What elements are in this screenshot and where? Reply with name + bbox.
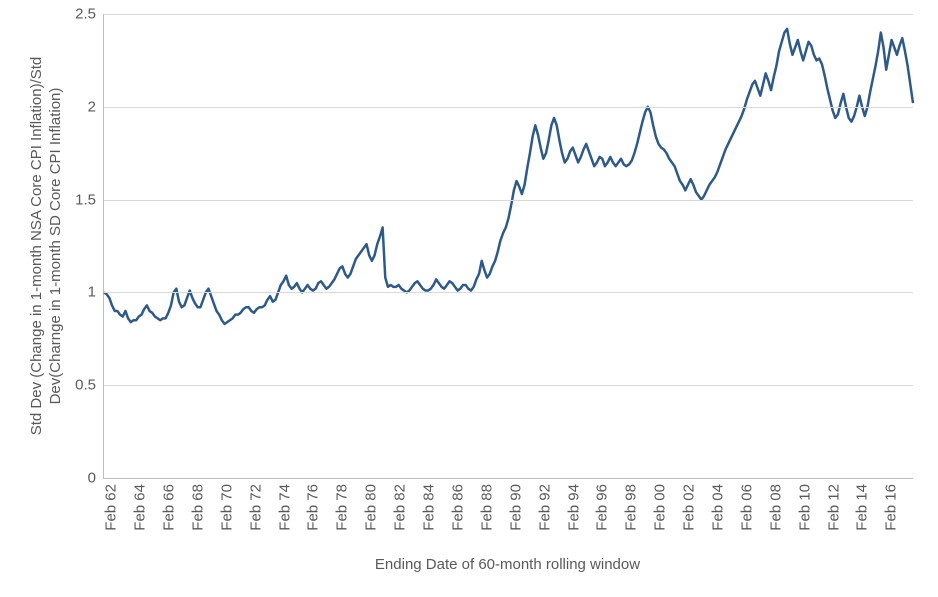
x-tick-label: Feb 04 bbox=[709, 484, 726, 531]
gridline bbox=[104, 292, 913, 293]
line-series-svg bbox=[104, 14, 913, 478]
x-tick-label: Feb 74 bbox=[276, 484, 293, 531]
x-tick-label: Feb 12 bbox=[825, 484, 842, 531]
x-tick-label: Feb 88 bbox=[478, 484, 495, 531]
x-tick-label: Feb 14 bbox=[854, 484, 871, 531]
x-tick-label: Feb 96 bbox=[594, 484, 611, 531]
x-tick-label: Feb 84 bbox=[421, 484, 438, 531]
gridline bbox=[104, 107, 913, 108]
y-tick-label: 1 bbox=[88, 284, 96, 301]
x-tick-label: Feb 00 bbox=[652, 484, 669, 531]
x-tick-label: Feb 06 bbox=[738, 484, 755, 531]
gridline bbox=[104, 200, 913, 201]
y-tick-label: 0 bbox=[88, 470, 96, 487]
y-tick-label: 0.5 bbox=[75, 377, 96, 394]
x-axis-title: Ending Date of 60-month rolling window bbox=[103, 556, 912, 573]
plot-area: 00.511.522.5Feb 62Feb 64Feb 66Feb 68Feb … bbox=[103, 14, 913, 479]
y-tick-label: 1.5 bbox=[75, 191, 96, 208]
x-tick-label: Feb 92 bbox=[536, 484, 553, 531]
x-tick-label: Feb 16 bbox=[883, 484, 900, 531]
x-tick-label: Feb 98 bbox=[623, 484, 640, 531]
x-tick-label: Feb 68 bbox=[189, 484, 206, 531]
y-tick-label: 2 bbox=[88, 98, 96, 115]
x-tick-label: Feb 64 bbox=[132, 484, 149, 531]
x-tick-label: Feb 94 bbox=[565, 484, 582, 531]
y-axis-title: Std Dev (Change in 1-month NSA Core CPI … bbox=[28, 14, 66, 478]
x-tick-label: Feb 82 bbox=[392, 484, 409, 531]
x-tick-label: Feb 80 bbox=[363, 484, 380, 531]
x-tick-label: Feb 76 bbox=[305, 484, 322, 531]
x-tick-label: Feb 66 bbox=[161, 484, 178, 531]
y-tick-label: 2.5 bbox=[75, 6, 96, 23]
x-tick-label: Feb 72 bbox=[247, 484, 264, 531]
x-tick-label: Feb 08 bbox=[767, 484, 784, 531]
x-tick-label: Feb 10 bbox=[796, 484, 813, 531]
x-tick-label: Feb 02 bbox=[681, 484, 698, 531]
chart-container: 0 0.5 1 1.5 2 2.5 Feb 62 Feb 64 Feb 66 Feb 68 Feb … bbox=[0, 0, 938, 597]
x-tick-label: Feb 86 bbox=[449, 484, 466, 531]
x-tick-label: Feb 78 bbox=[334, 484, 351, 531]
line-series bbox=[104, 29, 913, 324]
x-tick-label: Feb 62 bbox=[103, 484, 120, 531]
x-tick-label: Feb 90 bbox=[507, 484, 524, 531]
gridline bbox=[104, 385, 913, 386]
x-tick-label: Feb 70 bbox=[218, 484, 235, 531]
gridline bbox=[104, 14, 913, 15]
